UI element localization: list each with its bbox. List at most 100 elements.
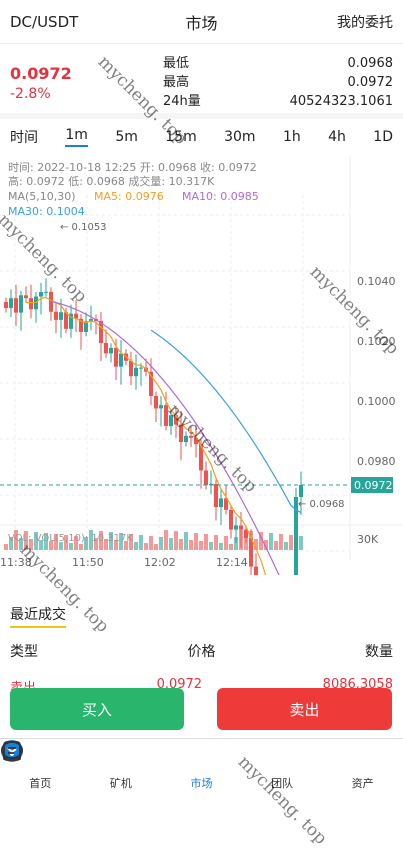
my-orders-link[interactable]: 我的委托 [337,14,393,31]
candle-body [19,295,23,313]
candle-body [4,302,8,308]
sell-button[interactable]: 卖出 [217,688,392,730]
volume-bar [74,536,78,550]
volume-bar [159,537,163,550]
volume-bar [19,538,23,550]
candle-body [174,415,178,425]
tab-time[interactable]: 时间 [10,130,38,146]
trades-header: 类型 价格 数量 [10,641,393,661]
kline-chart[interactable]: 0.1040 0.1020 0.1000 0.0980 0.0972 ← 0.1053 ← … [0,155,403,575]
volume-bar [254,539,258,550]
volume-bar [69,543,73,550]
candle-body [254,566,258,575]
volume-bar [24,531,28,550]
volume-bar [154,544,158,550]
volume-bar [179,539,183,550]
volume-bar [114,540,118,550]
candle-body [24,295,28,299]
candle-body [129,360,133,377]
tab-15m[interactable]: 15m [165,129,197,145]
ma10-line [50,300,280,575]
candle-body [194,437,198,445]
candle-body [224,498,228,510]
candle-body [104,343,108,354]
volume-bar [274,541,278,550]
volume-bar [294,543,298,550]
volume-bar [284,542,288,550]
volume-bar [204,534,208,550]
volume-label: VOL: VOL(5,10): 10.317K [8,533,133,544]
candle-body [149,371,153,396]
x-tick-label: 12:14 [216,556,248,569]
stat-volume: 24h量 40524323.1061 [163,94,393,109]
volume-bar [14,530,18,550]
volume-bar [104,539,108,550]
volume-bar [279,534,283,550]
stat-low: 最低 0.0968 [163,56,393,71]
candle-body [239,525,243,530]
volume-bar [144,543,148,550]
candle-body [89,319,93,322]
candle-body [134,367,138,377]
volume-bar [264,540,268,550]
volume-bar [4,544,8,550]
col-amount: 数量 [365,644,393,660]
volume-bar [244,538,248,550]
candle-body [29,298,33,310]
tab-market[interactable]: 市场 [1,739,242,796]
volume-bar [124,541,128,550]
volume-bar [129,534,133,550]
tab-miner[interactable]: 矿机 [2,739,162,796]
candle-body [139,367,143,369]
y-tick-label: 0.1040 [357,275,396,288]
ma-label: MA(5,10,30) [8,190,76,203]
volume-bar [184,532,188,550]
volume-bar [84,537,88,550]
volume-bar [289,535,293,550]
candle-body [114,347,118,367]
candle-body [59,312,63,320]
x-tick-label: 11:38 [0,556,32,569]
tab-1m[interactable]: 1m [65,127,88,147]
volume-bar [39,540,43,550]
candle-body [44,291,48,293]
tab-30m[interactable]: 30m [224,129,256,145]
volume-bar [49,541,53,550]
ohlc-line-2: 高: 0.0972 低: 0.0968 成交量: 10.317K [8,175,215,188]
volume-bar [109,532,113,550]
candle-body [214,483,218,508]
candle-body [179,424,183,443]
candle-body [39,292,43,297]
volume-bar [79,544,83,550]
candle-body [69,313,73,329]
tab-4h[interactable]: 4h [328,129,346,145]
volume-bar [59,542,63,550]
candle-body [219,498,223,508]
kline-svg: 0.1040 0.1020 0.1000 0.0980 0.0972 ← 0.1053 ← … [0,155,403,575]
tab-5m[interactable]: 5m [115,129,138,145]
candle-body [109,347,113,354]
recent-trades-title[interactable]: 最近成交 [10,604,66,628]
tab-1d[interactable]: 1D [373,129,393,145]
volume-bar [44,533,48,550]
top-bar: DC/USDT 市场 我的委托 [0,0,403,44]
tab-team[interactable]: 团队 [3,739,323,796]
volume-bar [269,533,273,550]
candle-body [84,321,88,332]
last-price: 0.0972 [10,64,72,83]
candle-body [299,485,303,497]
buy-button[interactable]: 买入 [10,688,184,730]
tab-1h[interactable]: 1h [282,129,301,145]
volume-bar [164,530,168,550]
candle-body [14,298,18,313]
volume-bar [134,542,138,550]
volume-bar [224,536,228,550]
volume-bar [194,533,198,550]
timeframe-tabs: 时间 1m 5m 15m 30m 1h 4h 1D [0,119,403,155]
candle-body [184,435,188,443]
volume-axis-label: 30K [357,533,379,546]
tab-assets[interactable]: 资产 [1,739,403,796]
volume-bar [259,532,263,550]
candle-body [159,405,163,409]
pair-name[interactable]: DC/USDT [10,12,79,31]
